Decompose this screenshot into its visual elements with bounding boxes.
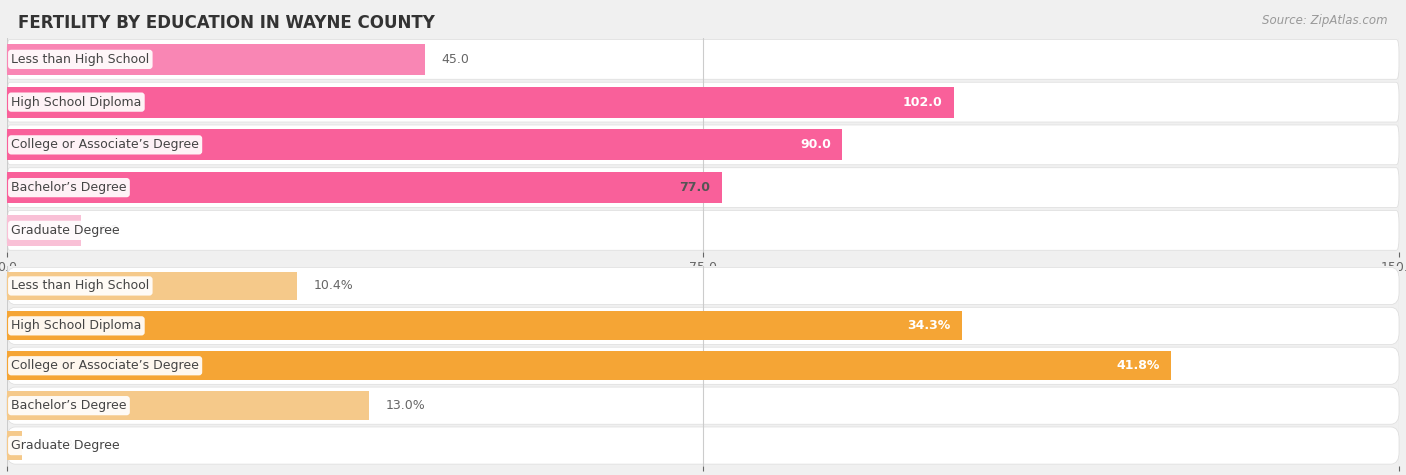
Text: 45.0: 45.0 [441, 53, 470, 66]
Bar [7, 215, 82, 246]
Text: 0.54%: 0.54% [39, 439, 79, 452]
Text: Graduate Degree: Graduate Degree [11, 224, 120, 237]
Bar [7, 352, 1171, 380]
Bar [7, 44, 425, 75]
Text: 102.0: 102.0 [903, 95, 942, 109]
Bar [7, 130, 842, 160]
FancyBboxPatch shape [7, 39, 1399, 79]
Text: Less than High School: Less than High School [11, 53, 149, 66]
Bar [7, 431, 22, 460]
Text: Bachelor’s Degree: Bachelor’s Degree [11, 399, 127, 412]
FancyBboxPatch shape [7, 125, 1399, 165]
Text: College or Associate’s Degree: College or Associate’s Degree [11, 359, 200, 372]
FancyBboxPatch shape [7, 168, 1399, 208]
Text: High School Diploma: High School Diploma [11, 95, 142, 109]
Text: Source: ZipAtlas.com: Source: ZipAtlas.com [1263, 14, 1388, 27]
Bar [7, 312, 962, 340]
Text: Less than High School: Less than High School [11, 279, 149, 293]
Text: Bachelor’s Degree: Bachelor’s Degree [11, 181, 127, 194]
Text: Graduate Degree: Graduate Degree [11, 439, 120, 452]
Bar [7, 272, 297, 300]
Text: 8.0: 8.0 [98, 224, 118, 237]
FancyBboxPatch shape [7, 427, 1399, 464]
Text: 90.0: 90.0 [800, 138, 831, 152]
Text: 10.4%: 10.4% [314, 279, 353, 293]
Text: 77.0: 77.0 [679, 181, 710, 194]
FancyBboxPatch shape [7, 267, 1399, 304]
Bar [7, 172, 721, 203]
Text: 41.8%: 41.8% [1116, 359, 1160, 372]
Text: FERTILITY BY EDUCATION IN WAYNE COUNTY: FERTILITY BY EDUCATION IN WAYNE COUNTY [18, 14, 434, 32]
Bar [7, 391, 368, 420]
Text: High School Diploma: High School Diploma [11, 319, 142, 332]
Text: College or Associate’s Degree: College or Associate’s Degree [11, 138, 200, 152]
Text: 13.0%: 13.0% [385, 399, 426, 412]
FancyBboxPatch shape [7, 82, 1399, 122]
FancyBboxPatch shape [7, 387, 1399, 424]
FancyBboxPatch shape [7, 210, 1399, 250]
FancyBboxPatch shape [7, 307, 1399, 344]
Bar [7, 87, 953, 117]
Text: 34.3%: 34.3% [907, 319, 950, 332]
FancyBboxPatch shape [7, 347, 1399, 384]
